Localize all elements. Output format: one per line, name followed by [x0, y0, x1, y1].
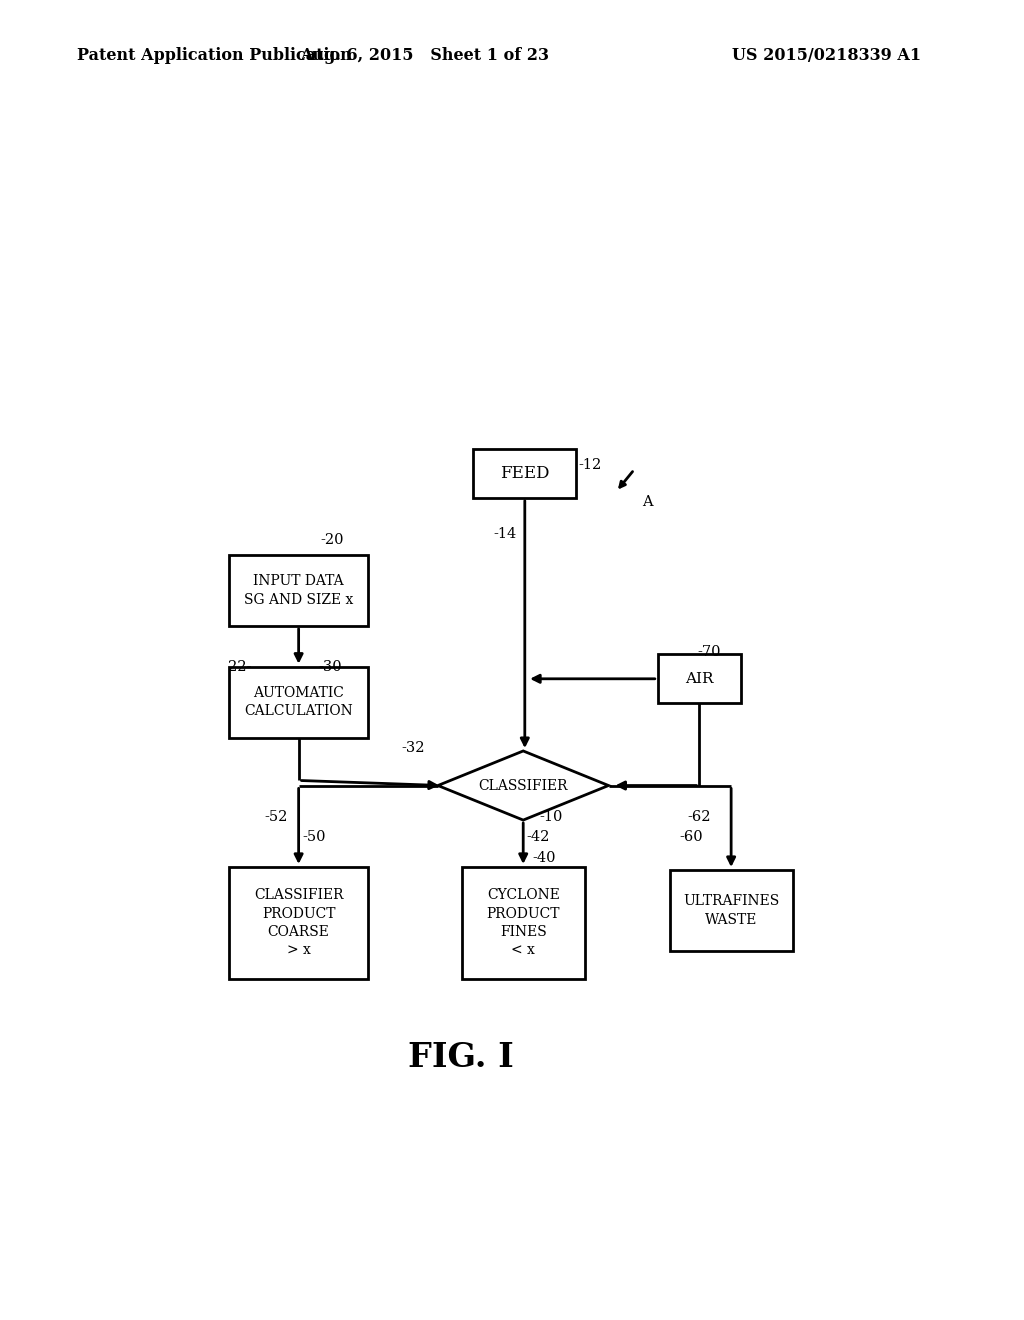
Text: -10: -10 [539, 810, 562, 824]
Text: FEED: FEED [500, 465, 550, 482]
Text: CLASSIFIER
PRODUCT
COARSE
> x: CLASSIFIER PRODUCT COARSE > x [254, 888, 343, 957]
Bar [229, 667, 368, 738]
Bar [473, 449, 577, 498]
Text: -42: -42 [526, 830, 550, 845]
Bar [229, 867, 368, 978]
Text: -12: -12 [578, 458, 601, 473]
Text: -62: -62 [687, 810, 711, 824]
Bar [657, 655, 741, 704]
Polygon shape [438, 751, 608, 820]
Text: INPUT DATA
SG AND SIZE x: INPUT DATA SG AND SIZE x [244, 574, 353, 607]
Text: -70: -70 [697, 645, 721, 660]
Bar [229, 554, 368, 626]
Text: AUTOMATIC
CALCULATION: AUTOMATIC CALCULATION [245, 686, 353, 718]
Text: AIR: AIR [685, 672, 714, 686]
Text: 22-: 22- [227, 660, 251, 673]
Bar [462, 867, 585, 978]
Text: -14: -14 [494, 528, 517, 541]
Text: US 2015/0218339 A1: US 2015/0218339 A1 [732, 48, 922, 63]
Text: ULTRAFINES
WASTE: ULTRAFINES WASTE [683, 895, 779, 927]
Bar [670, 870, 793, 952]
Text: -50: -50 [303, 830, 326, 845]
Text: FIG. I: FIG. I [409, 1041, 514, 1074]
Text: CLASSIFIER: CLASSIFIER [478, 779, 568, 792]
Text: -40: -40 [532, 850, 556, 865]
Text: A: A [642, 495, 653, 510]
Text: -20: -20 [321, 532, 344, 546]
Text: -52: -52 [264, 810, 288, 824]
Text: -30: -30 [318, 660, 342, 673]
Text: Aug. 6, 2015   Sheet 1 of 23: Aug. 6, 2015 Sheet 1 of 23 [300, 48, 550, 63]
Text: -32: -32 [401, 741, 425, 755]
Text: Patent Application Publication: Patent Application Publication [77, 48, 351, 63]
Text: -60: -60 [680, 830, 703, 845]
Text: CYCLONE
PRODUCT
FINES
< x: CYCLONE PRODUCT FINES < x [486, 888, 560, 957]
